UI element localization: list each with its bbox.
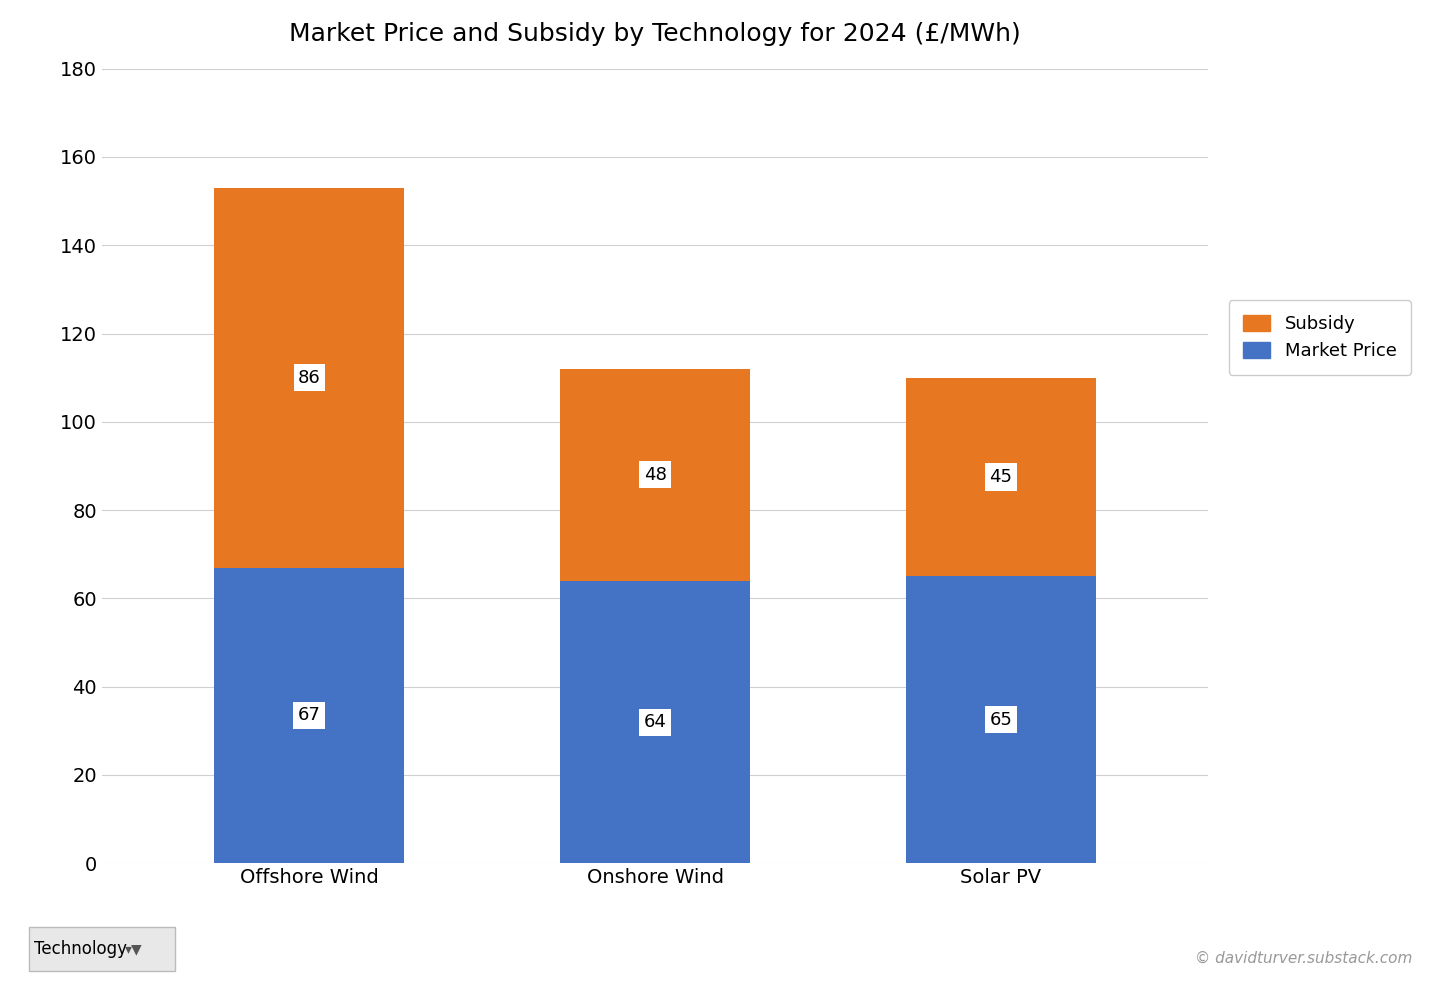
Text: ▾▼: ▾▼ (125, 942, 143, 956)
Text: Technology: Technology (33, 940, 127, 958)
Bar (561, 369, 750, 581)
Text: 45: 45 (990, 468, 1012, 486)
Text: 48: 48 (644, 466, 667, 484)
Text: 86: 86 (298, 369, 320, 387)
Legend: Subsidy, Market Price: Subsidy, Market Price (1229, 300, 1411, 375)
Text: 67: 67 (298, 706, 320, 724)
Text: 65: 65 (990, 711, 1012, 729)
Text: © davidturver.substack.com: © davidturver.substack.com (1195, 952, 1412, 966)
Bar (906, 378, 1096, 576)
Title: Market Price and Subsidy by Technology for 2024 (£/MWh): Market Price and Subsidy by Technology f… (290, 22, 1021, 46)
FancyBboxPatch shape (29, 927, 175, 971)
Bar (906, 576, 1096, 863)
Bar (561, 581, 750, 863)
Bar (214, 567, 405, 863)
Text: 64: 64 (644, 713, 667, 731)
Bar (214, 187, 405, 567)
